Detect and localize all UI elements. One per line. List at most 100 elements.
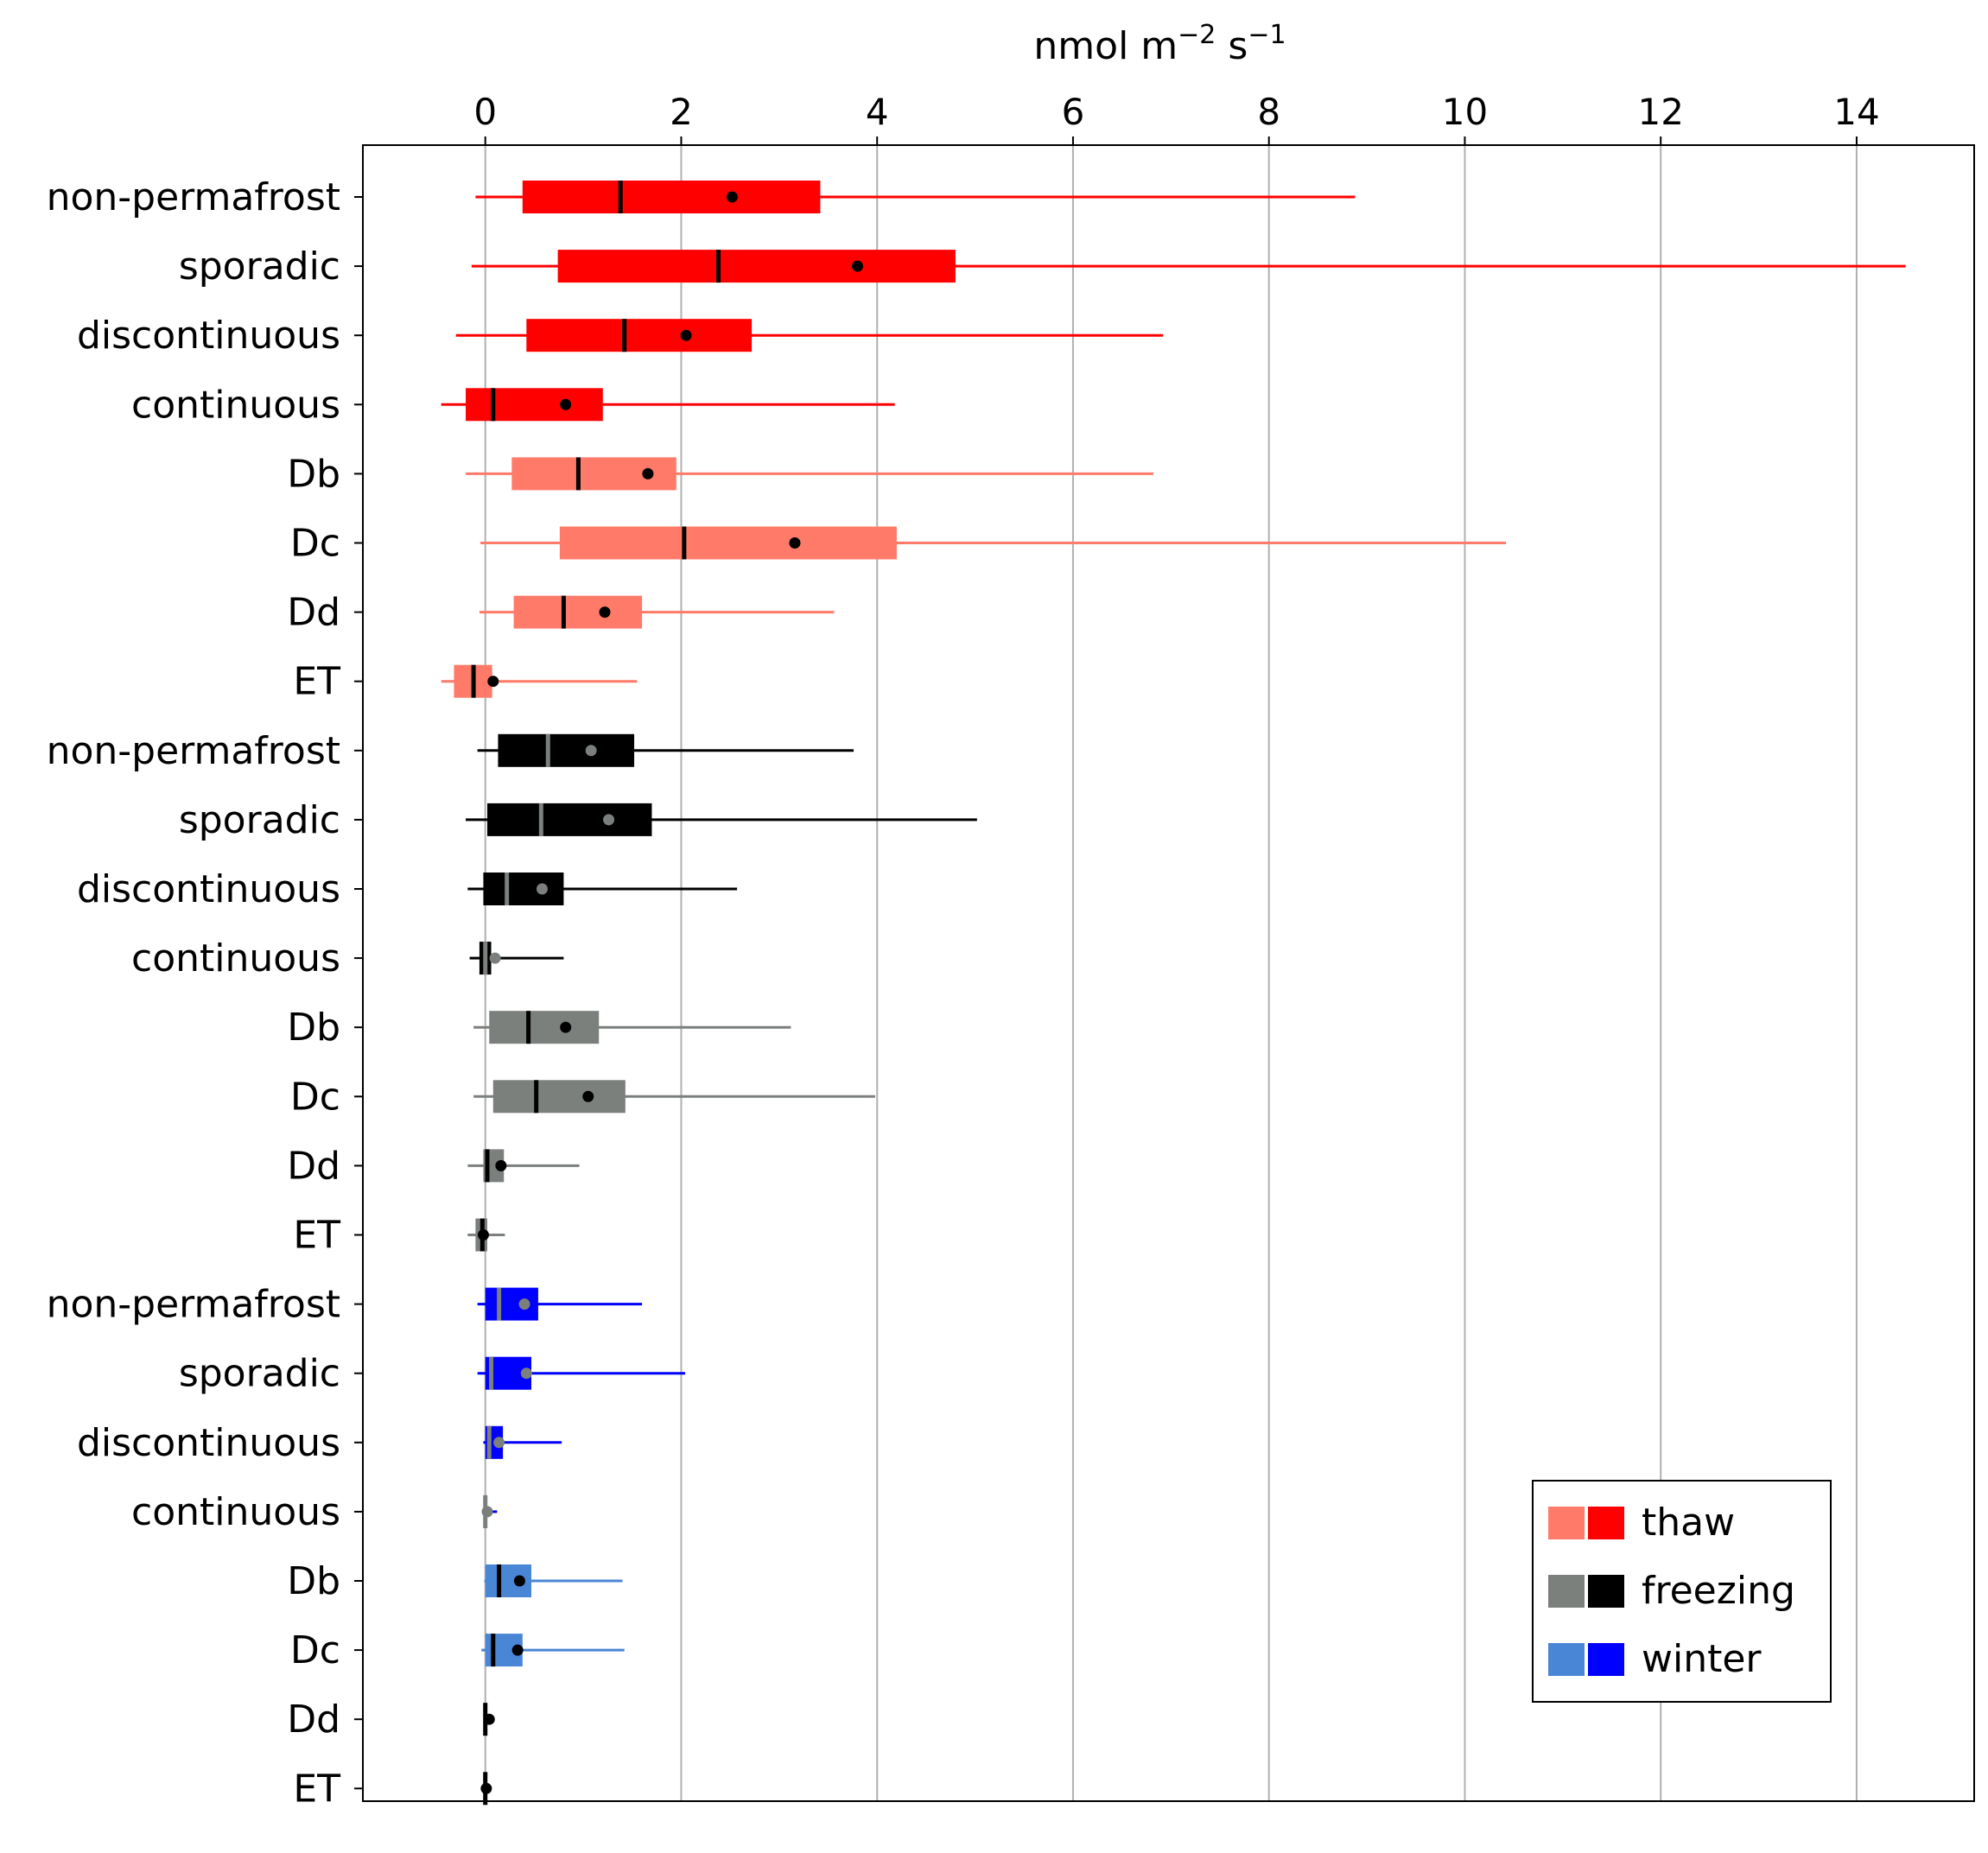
mean-marker — [481, 1506, 493, 1518]
mean-marker — [489, 952, 501, 964]
grid-lines — [484, 145, 1858, 1801]
y-axis-ticks: non-permafrost sporadic discontinuous conti… — [47, 175, 363, 1811]
box — [486, 803, 652, 836]
x-tick-label: 8 — [1257, 91, 1280, 133]
y-tick-label: Dd — [287, 1698, 340, 1742]
mean-marker — [480, 1782, 492, 1794]
mean-marker — [852, 260, 864, 272]
legend-label: winter — [1642, 1637, 1762, 1681]
y-tick-label: discontinuous — [77, 1421, 340, 1465]
mean-marker — [477, 1229, 489, 1241]
box-row — [477, 1356, 685, 1390]
mean-marker — [642, 467, 654, 479]
box-row — [441, 388, 895, 422]
legend-swatch-light — [1548, 1575, 1585, 1608]
x-axis-ticks: 0 2 4 6 8 10 12 14 — [473, 91, 1880, 145]
mean-marker — [789, 537, 801, 549]
box-plot-series — [441, 181, 1906, 1805]
box-row — [479, 595, 835, 629]
mean-marker — [511, 1644, 524, 1656]
mean-marker — [493, 1437, 505, 1449]
y-tick-label: sporadic — [179, 244, 340, 289]
y-tick-label: ET — [293, 660, 340, 704]
box-row — [471, 250, 1906, 283]
legend-entry: thaw — [1548, 1501, 1735, 1545]
box — [526, 319, 753, 352]
box-row — [477, 733, 854, 767]
y-tick-label: discontinuous — [77, 867, 340, 911]
box-row — [473, 1080, 875, 1114]
box-row — [469, 942, 564, 975]
legend-swatch-dark — [1588, 1575, 1624, 1608]
legend-entry: freezing — [1548, 1569, 1795, 1613]
y-tick-label: continuous — [131, 936, 340, 980]
legend-swatch-dark — [1588, 1507, 1624, 1539]
box — [483, 873, 564, 905]
box-row — [480, 526, 1507, 560]
box-row — [467, 1149, 580, 1183]
box-row — [477, 1287, 643, 1321]
y-tick-label: non-permafrost — [47, 1283, 340, 1327]
mean-marker — [483, 1713, 495, 1725]
mean-marker — [582, 1090, 594, 1102]
x-tick-label: 2 — [670, 91, 693, 133]
x-tick-label: 14 — [1833, 91, 1879, 133]
mean-marker — [560, 398, 572, 410]
mean-marker — [585, 745, 597, 757]
y-tick-label: Dc — [290, 1628, 340, 1672]
mean-marker — [536, 883, 548, 895]
mean-marker — [495, 1159, 507, 1171]
box-row — [441, 664, 638, 698]
box-row — [481, 1494, 498, 1528]
y-tick-label: Db — [287, 1559, 340, 1603]
box-row — [480, 1772, 492, 1805]
y-tick-label: ET — [293, 1214, 340, 1258]
box — [489, 1011, 600, 1044]
y-tick-label: continuous — [131, 383, 340, 427]
box — [557, 250, 956, 283]
y-tick-label: Dc — [290, 522, 340, 566]
legend-swatch-light — [1548, 1643, 1585, 1676]
mean-marker — [520, 1368, 532, 1380]
y-tick-label: Dd — [287, 1144, 340, 1188]
box — [498, 733, 635, 767]
x-tick-label: 4 — [866, 91, 889, 133]
box-row — [455, 319, 1164, 352]
y-tick-label: Db — [287, 1006, 340, 1050]
mean-marker — [726, 191, 738, 203]
box-row — [467, 873, 738, 905]
box-row — [467, 1218, 505, 1252]
x-axis-title: nmol m−2 s−1 — [1033, 20, 1286, 68]
x-tick-label: 0 — [473, 91, 497, 133]
y-tick-label: non-permafrost — [47, 729, 340, 773]
box — [466, 388, 603, 422]
x-tick-label: 6 — [1062, 91, 1085, 133]
box-row — [483, 1703, 495, 1736]
x-tick-label: 10 — [1442, 91, 1488, 133]
y-tick-label: discontinuous — [77, 314, 340, 358]
legend-swatch-dark — [1588, 1643, 1624, 1676]
plot-area-frame — [362, 144, 1975, 1802]
legend-label: thaw — [1642, 1501, 1735, 1545]
box-row — [466, 803, 977, 836]
box — [559, 526, 897, 560]
mean-marker — [513, 1575, 525, 1587]
y-tick-label: continuous — [131, 1490, 340, 1534]
mean-marker — [560, 1021, 572, 1033]
y-tick-label: sporadic — [179, 1352, 340, 1396]
legend-label: freezing — [1642, 1569, 1795, 1613]
legend-swatch-light — [1548, 1507, 1585, 1539]
legend-entry: winter — [1548, 1637, 1762, 1681]
y-tick-label: ET — [293, 1767, 340, 1811]
box-row — [473, 1011, 791, 1044]
mean-marker — [518, 1298, 530, 1310]
box-row — [481, 1634, 625, 1667]
box — [513, 595, 643, 629]
y-tick-label: Db — [287, 452, 340, 496]
box — [485, 1287, 538, 1321]
box-row — [466, 457, 1153, 491]
box — [522, 181, 821, 213]
box-row — [483, 1425, 562, 1459]
mean-marker — [487, 676, 499, 688]
